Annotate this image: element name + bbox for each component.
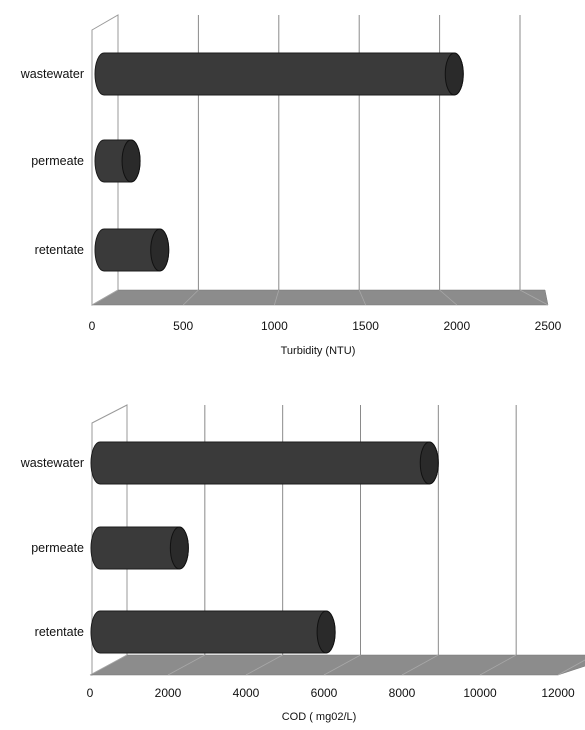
x-tick-label: 6000 <box>311 686 338 700</box>
bar-wastewater <box>94 52 464 96</box>
x-axis-title: Turbidity (NTU) <box>281 345 356 357</box>
turbidity-chart: 0 500 1000 1500 2000 2500 wastewater permeate re… <box>20 14 562 357</box>
floor-gridline <box>519 289 549 306</box>
floor-gridline <box>182 289 199 306</box>
floor-gridline <box>91 289 119 306</box>
category-label: retentate <box>35 243 84 257</box>
x-tick-label: 12000 <box>541 686 575 700</box>
category-label: wastewater <box>20 67 84 81</box>
x-tick-label: 4000 <box>233 686 260 700</box>
floor-gridline <box>557 659 585 676</box>
x-tick-label: 2000 <box>443 319 470 333</box>
category-label: wastewater <box>20 456 84 470</box>
x-tick-label: 1000 <box>261 319 288 333</box>
x-axis-title: COD ( mg02/L) <box>282 711 357 723</box>
chart-floor <box>91 289 549 306</box>
floor-gridline <box>479 654 517 676</box>
floor-gridline <box>245 654 283 676</box>
category-label: retentate <box>35 625 84 639</box>
x-tick-label: 0 <box>87 686 94 700</box>
floor-gridline <box>401 654 439 676</box>
x-tick-label: 2500 <box>535 319 562 333</box>
category-label: permeate <box>31 541 84 555</box>
bar-cap-wastewater <box>419 441 439 485</box>
x-tick-label: 1500 <box>352 319 379 333</box>
floor-gridline <box>439 289 458 306</box>
x-tick-label: 500 <box>173 319 193 333</box>
bar-cap-retentate <box>316 610 336 654</box>
bar-cap-permeate <box>121 139 141 183</box>
category-label: permeate <box>31 154 84 168</box>
bar-cap-permeate <box>169 526 189 570</box>
x-tick-label: 8000 <box>389 686 416 700</box>
bar-wastewater <box>90 441 439 485</box>
floor-gridline <box>358 289 366 306</box>
cod-chart: 0 2000 4000 6000 8000 10000 12000 wastewater per… <box>20 404 585 723</box>
bar-cap-retentate <box>150 228 170 272</box>
floor-gridline <box>167 654 206 676</box>
floor-gridline <box>323 654 361 676</box>
floor-gridline <box>274 289 280 306</box>
x-tick-label: 0 <box>89 319 96 333</box>
x-tick-label: 2000 <box>155 686 182 700</box>
bar-retentate <box>90 610 336 654</box>
bar-cap-wastewater <box>444 52 464 96</box>
x-tick-label: 10000 <box>463 686 497 700</box>
floor-gridline <box>89 654 128 676</box>
